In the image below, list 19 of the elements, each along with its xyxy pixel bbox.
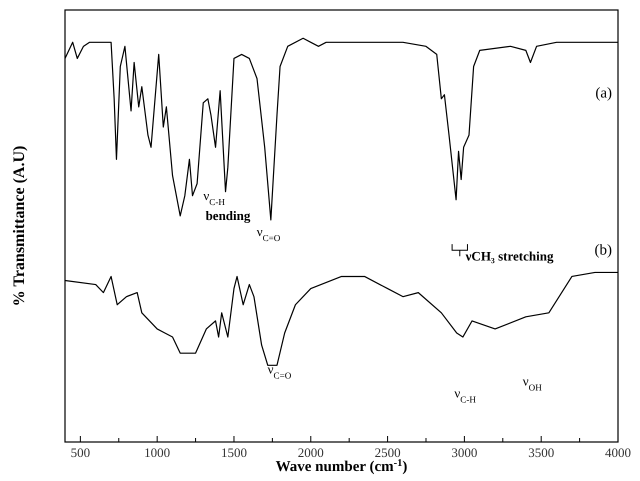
annotation: ν$_{C-H}$ <box>203 188 226 207</box>
x-tick-label: 500 <box>70 445 90 460</box>
annotation: ν$_{C-H}$ <box>454 386 476 405</box>
x-tick-label: 4000 <box>605 445 631 460</box>
annotation: νCH₃ stretching <box>464 248 554 264</box>
x-tick-label: 1500 <box>220 445 247 460</box>
annotation: ν$_{C=O}$ <box>256 224 281 244</box>
series-label: (b) <box>594 242 612 258</box>
y-axis-title: % Transmittance (A.U) <box>11 146 28 306</box>
x-tick-label: 2000 <box>298 445 324 460</box>
x-tick-label: 2500 <box>374 445 401 460</box>
x-tick-label: 1000 <box>144 445 170 460</box>
text: (a) <box>595 85 612 102</box>
annotation: ν$_{OH}$ <box>522 373 542 392</box>
annotation: ν$_{C=O}$ <box>268 361 292 380</box>
annotation: bending <box>206 208 251 223</box>
x-tick-label: 3500 <box>528 445 554 460</box>
x-axis-title: Wave number (cm$^{-1}$) <box>276 458 408 475</box>
x-tick-label: 3000 <box>451 445 478 460</box>
